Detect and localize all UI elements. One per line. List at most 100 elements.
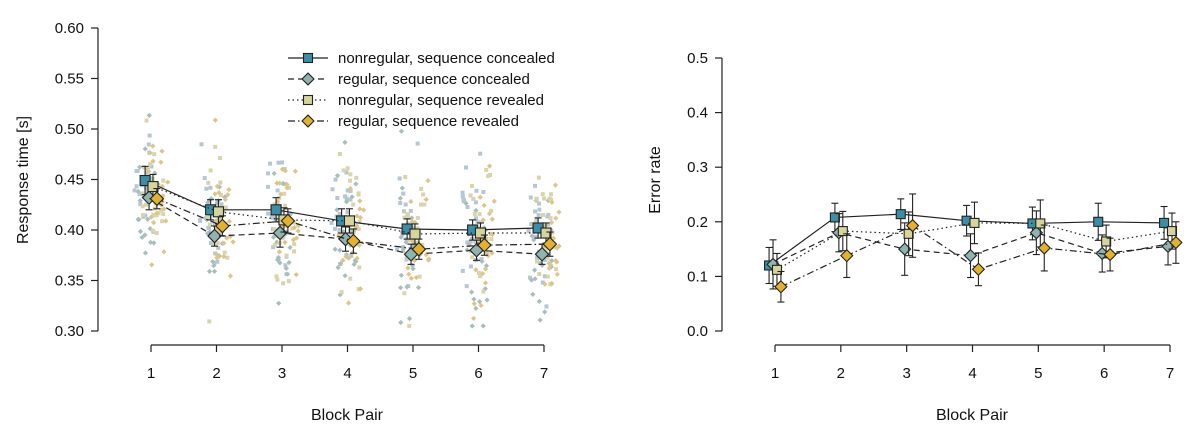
participant-point	[532, 183, 537, 188]
legend-label: nonregular, sequence revealed	[338, 92, 544, 109]
participant-point	[275, 277, 280, 282]
participant-point	[208, 185, 213, 190]
participant-point	[401, 248, 406, 253]
participant-point	[534, 259, 539, 264]
participant-point	[482, 286, 488, 292]
participant-point	[404, 284, 410, 290]
participant-point	[398, 272, 404, 278]
data-point	[1093, 216, 1104, 227]
participant-point	[460, 194, 465, 199]
participant-point	[423, 196, 429, 203]
participant-point	[407, 323, 412, 328]
participant-point	[422, 202, 427, 207]
participant-point	[142, 250, 149, 256]
participant-point	[353, 181, 359, 187]
right-y-axis-title: Error rate	[647, 146, 664, 214]
participant-point	[275, 188, 280, 193]
participant-point	[552, 182, 559, 188]
data-point	[534, 246, 550, 262]
participant-point	[406, 271, 412, 277]
participant-point	[216, 245, 221, 250]
participant-point	[549, 197, 554, 202]
participant-point	[346, 255, 352, 261]
participant-point	[546, 265, 552, 271]
participant-point	[415, 215, 420, 220]
participant-point	[212, 117, 218, 123]
participant-point	[212, 191, 218, 197]
participant-point	[398, 128, 405, 134]
data-point	[840, 248, 854, 263]
participant-point	[397, 195, 403, 201]
participant-point	[265, 171, 270, 176]
participant-point	[218, 180, 223, 185]
participant-point	[337, 151, 342, 156]
participant-point	[354, 223, 360, 229]
participant-point	[276, 249, 282, 255]
participant-point	[145, 216, 151, 222]
participant-point	[349, 194, 355, 200]
participant-point	[473, 216, 478, 221]
participant-point	[348, 228, 353, 233]
participant-point	[489, 237, 494, 242]
participant-point	[415, 284, 422, 291]
participant-point	[529, 233, 535, 239]
participant-point	[135, 188, 141, 195]
data-point	[963, 248, 978, 263]
legend-marker	[302, 94, 314, 106]
participant-point	[283, 263, 288, 268]
participant-point	[213, 251, 218, 256]
participant-point	[533, 219, 538, 224]
participant-point	[544, 304, 549, 309]
x-tick-label: 1	[147, 365, 155, 382]
participant-point	[347, 178, 352, 183]
series-3	[149, 188, 558, 260]
participant-point	[484, 250, 490, 256]
participant-point	[216, 189, 222, 196]
participant-point	[293, 272, 299, 278]
participant-point	[286, 259, 292, 266]
participant-point	[132, 188, 137, 193]
participant-point	[482, 266, 489, 272]
participant-point	[481, 289, 486, 294]
participant-point	[481, 189, 486, 194]
participant-point	[486, 163, 493, 169]
x-tick-label: 7	[540, 365, 548, 382]
left-x-axis-title: Block Pair	[311, 407, 384, 424]
data-point	[1035, 218, 1046, 229]
data-point	[343, 215, 356, 227]
participant-point	[398, 234, 404, 240]
y-tick-label: 0.5	[687, 50, 708, 67]
data-point	[895, 209, 906, 220]
participant-point	[161, 211, 166, 216]
participant-point	[204, 186, 209, 191]
data-point	[774, 280, 788, 294]
right-y-ticks: 0.0 0.1 0.2 0.3 0.4 0.5	[687, 50, 722, 340]
participant-point	[354, 175, 359, 180]
data-point	[207, 228, 222, 244]
participant-point	[144, 166, 151, 172]
participant-point	[475, 219, 480, 224]
participant-point	[134, 184, 139, 189]
participant-point	[486, 211, 492, 217]
participant-point	[537, 207, 542, 212]
participant-point	[269, 213, 274, 218]
participant-point	[345, 188, 350, 193]
participant-point	[423, 252, 429, 258]
participant-point	[345, 166, 350, 171]
participant-point	[161, 206, 167, 212]
participant-point	[343, 194, 348, 199]
participant-point	[223, 205, 228, 210]
participant-point	[280, 180, 286, 187]
left-y-ticks: 0.30 0.35 0.40 0.45 0.50 0.55 0.60	[55, 20, 98, 340]
participant-point	[357, 265, 362, 270]
data-point	[1169, 235, 1183, 250]
participant-point	[411, 257, 417, 263]
participant-point	[141, 191, 146, 196]
participant-point	[344, 196, 349, 201]
participant-point	[212, 261, 217, 266]
participant-point	[413, 274, 419, 281]
right-series-layer	[764, 193, 1183, 303]
data-point	[829, 212, 840, 223]
participant-point	[222, 250, 227, 255]
